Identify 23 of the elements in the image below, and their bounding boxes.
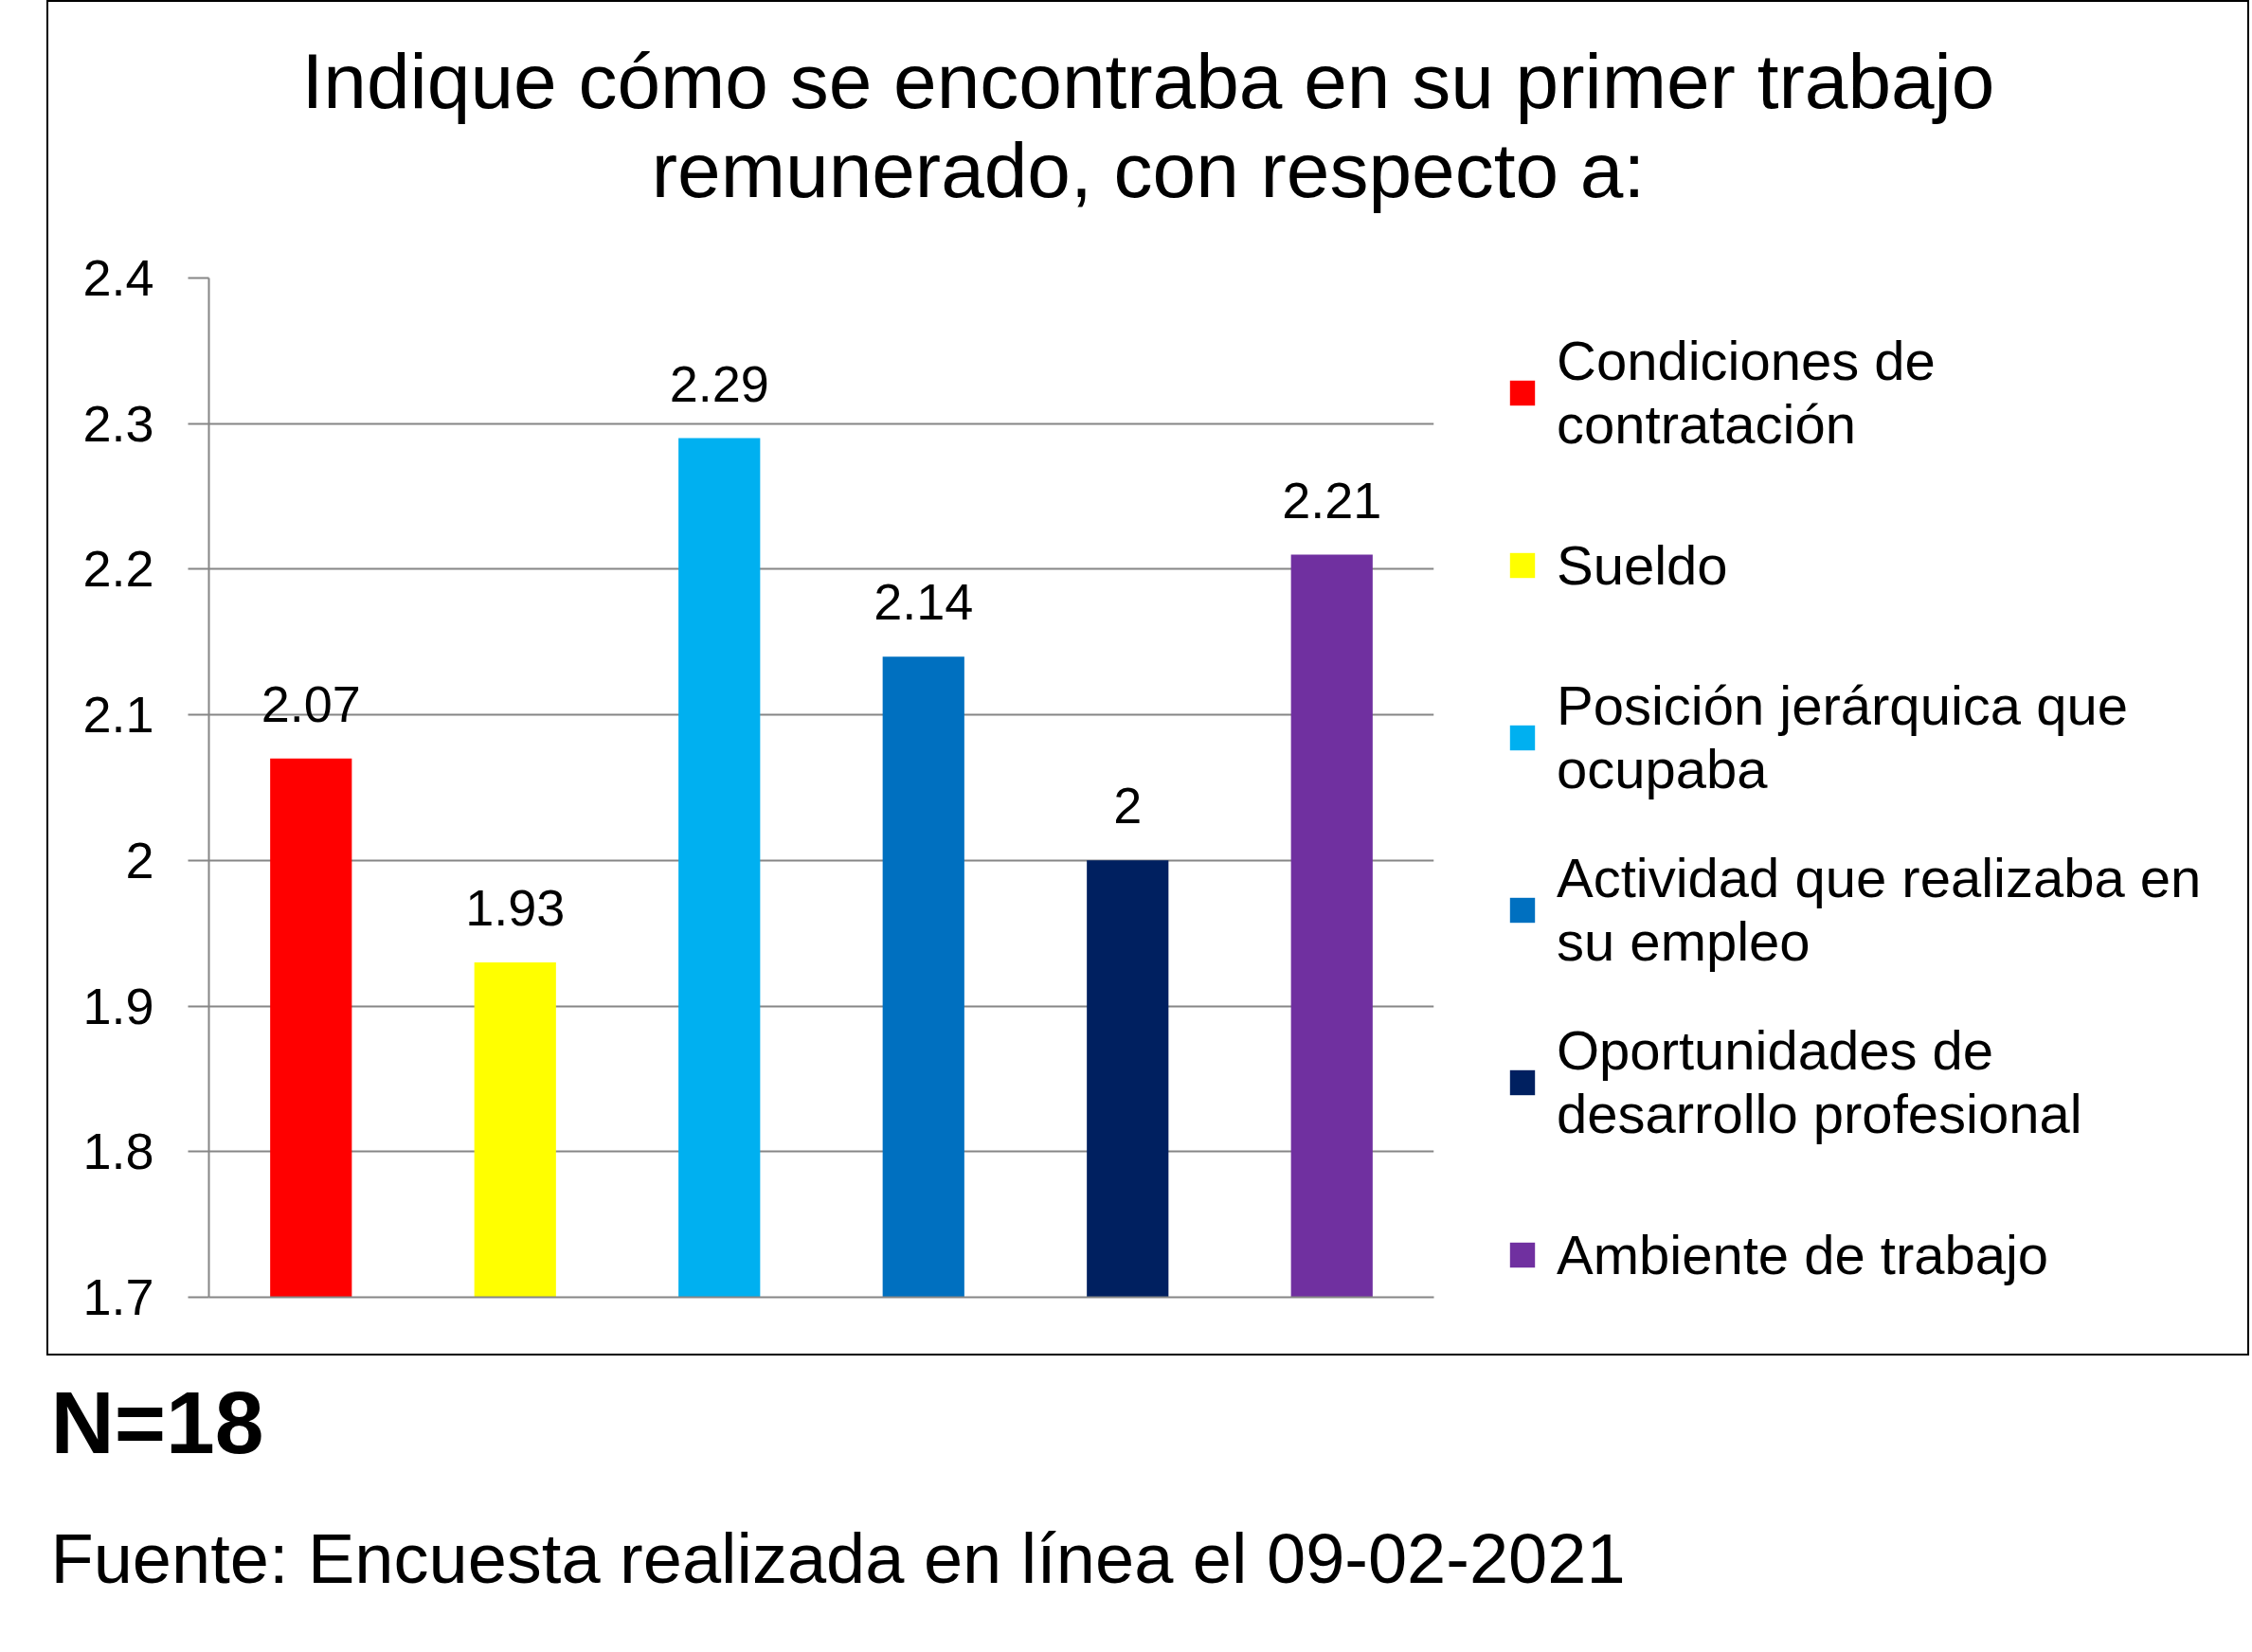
- data-label: 2.14: [874, 573, 974, 631]
- data-label: 2.29: [669, 354, 769, 412]
- y-tick-label: 2.2: [82, 540, 154, 598]
- text: N=18: [50, 1373, 264, 1472]
- data-label: 2.07: [261, 674, 361, 732]
- y-tick-label: 1.9: [82, 977, 154, 1034]
- y-tick-label: 2.3: [82, 394, 154, 452]
- legend-label: Ambiente de trabajo: [1557, 1222, 2049, 1287]
- legend-label: Sueldo: [1557, 532, 1728, 598]
- data-label: 1.93: [465, 878, 566, 936]
- y-tick-label: 2: [125, 831, 154, 889]
- data-label: 2: [1113, 777, 1143, 835]
- legend-label: Posición jerárquica que ocupaba: [1557, 673, 2128, 801]
- chart-title: Indique cómo se encontraba en su primer trabajo remunerado, con respecto a:: [301, 38, 1995, 213]
- source-note: Fuente: Encuesta realizada en línea el 09-02-2021: [50, 1519, 1626, 1598]
- y-tick-label: 1.7: [82, 1268, 154, 1325]
- y-tick-label: 2.4: [82, 249, 154, 306]
- legend-label: Condiciones de contratación: [1557, 329, 1936, 457]
- legend-label: Actividad que realizaba en su empleo: [1557, 846, 2202, 974]
- legend-label: Oportunidades de desarrollo profesional: [1557, 1018, 2082, 1146]
- y-tick-label: 2.1: [82, 686, 154, 744]
- data-label: 2.21: [1282, 471, 1382, 529]
- y-tick-label: 1.8: [82, 1122, 154, 1180]
